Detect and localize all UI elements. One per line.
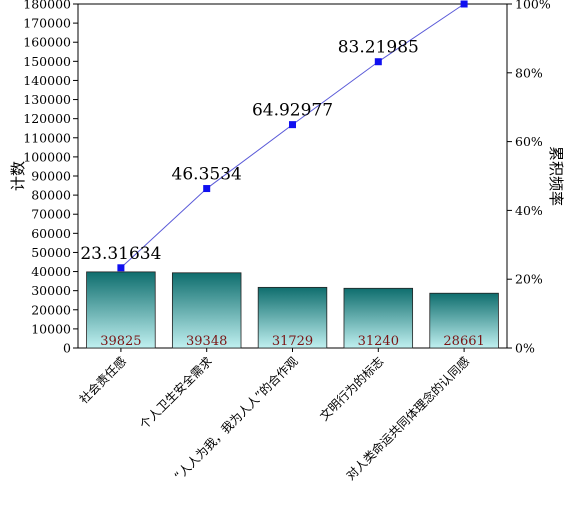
y-tick-label: 90000 bbox=[31, 169, 71, 184]
y-tick-label: 70000 bbox=[31, 207, 71, 222]
line-value-label: 64.92977 bbox=[252, 101, 333, 121]
y-tick-label: 80000 bbox=[31, 188, 71, 203]
y-right-tick-label: 100% bbox=[515, 0, 551, 12]
y-tick-label: 160000 bbox=[23, 35, 71, 50]
y-tick-label: 100000 bbox=[23, 149, 71, 164]
bar-value-label: 39825 bbox=[100, 334, 141, 349]
bar bbox=[343, 287, 414, 349]
bar-value-label: 28661 bbox=[443, 334, 484, 349]
labels: 0 10000 20000 30000 40000 50000 60000 70000 8000… bbox=[9, 0, 565, 483]
y-tick-label: 50000 bbox=[31, 245, 71, 260]
y-tick-label: 110000 bbox=[23, 130, 71, 145]
line-marker bbox=[460, 0, 468, 8]
line-value-label: 46.3534 bbox=[172, 165, 242, 185]
y-tick-label: 30000 bbox=[31, 283, 71, 298]
y-tick-label: 20000 bbox=[31, 302, 71, 317]
y-tick-label: 130000 bbox=[23, 92, 71, 107]
bars bbox=[86, 271, 499, 349]
bar-value-label: 31240 bbox=[358, 334, 399, 349]
y-right-tick-label: 80% bbox=[515, 65, 543, 80]
y-tick-label: 10000 bbox=[31, 321, 71, 336]
bar bbox=[171, 272, 242, 349]
y-right-tick-label: 40% bbox=[515, 203, 543, 218]
x-category-label: 个人卫生安全需求 bbox=[136, 354, 214, 432]
y-tick-label: 120000 bbox=[23, 111, 71, 126]
bar bbox=[429, 292, 499, 349]
y-right-axis-title: 累积频率 bbox=[547, 146, 565, 206]
y-tick-label: 180000 bbox=[23, 0, 71, 12]
line-marker bbox=[289, 121, 296, 129]
line-marker bbox=[374, 58, 382, 66]
line-value-label: 23.31634 bbox=[80, 244, 161, 264]
y-right-tick-label: 0% bbox=[515, 341, 535, 356]
y-tick-label: 170000 bbox=[23, 16, 71, 31]
bar bbox=[257, 286, 328, 349]
y-tick-label: 40000 bbox=[31, 264, 71, 279]
line-marker bbox=[117, 264, 125, 272]
y-axis-title: 计数 bbox=[9, 161, 27, 191]
y-tick-label: 140000 bbox=[23, 73, 71, 88]
y-tick-label: 150000 bbox=[23, 54, 71, 69]
line-marker bbox=[203, 185, 211, 193]
cumulative-line bbox=[117, 0, 468, 272]
line-value-label: 83.21985 bbox=[338, 38, 419, 58]
y-right-tick-label: 20% bbox=[515, 272, 543, 287]
bar-value-label: 39348 bbox=[186, 334, 227, 349]
y-tick-label: 0 bbox=[63, 341, 71, 356]
y-right-tick-label: 60% bbox=[515, 134, 543, 149]
x-category-label: 文明行为的标志 bbox=[316, 354, 386, 424]
bar bbox=[86, 271, 156, 349]
bar-value-label: 31729 bbox=[272, 334, 313, 349]
x-category-label: 社会责任感 bbox=[76, 354, 129, 407]
y-tick-label: 60000 bbox=[31, 226, 71, 241]
